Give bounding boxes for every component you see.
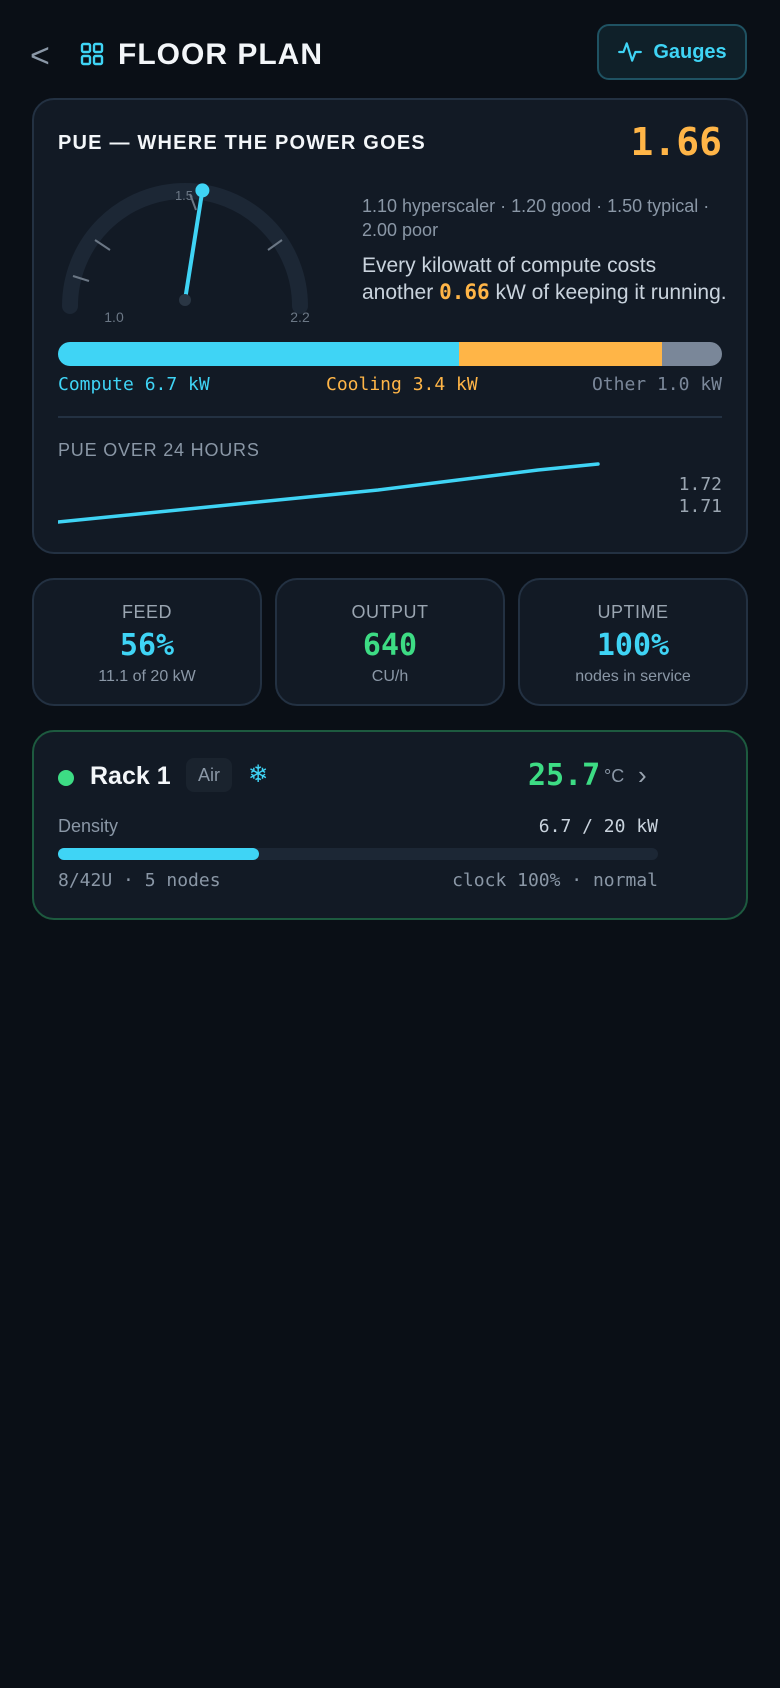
compute-label: Compute 6.7 kW [58, 374, 210, 395]
rack-clock-status: clock 100% · normal [452, 870, 658, 891]
pue-gauge: 1.5 1.0 2.2 [62, 183, 310, 325]
gauge-tick [267, 239, 283, 251]
rack-capacity: 8/42U · 5 nodes [58, 870, 221, 891]
desc-post: kW of keeping it running. [489, 281, 727, 304]
activity-icon [618, 42, 643, 62]
stat-value: 640 [362, 628, 418, 663]
pue-value: 1.66 [630, 120, 722, 164]
density-label: Density [58, 816, 119, 836]
pue-description: Every kilowatt of compute costs another … [362, 252, 732, 306]
density-value: 6.7 / 20 kW [538, 816, 658, 837]
pue-card: PUE — WHERE THE POWER GOES 1.66 1.5 1.0 … [32, 98, 748, 554]
rack-card[interactable]: Rack 1 Air ❄ 25.7 °C › Density 6.7 / 20 … [32, 730, 748, 920]
top-bar: < FLOOR PLAN Gauges [0, 0, 780, 100]
chevron-right-icon[interactable]: › [638, 760, 647, 790]
density-bar-fill [58, 848, 259, 860]
density-bar [58, 848, 658, 860]
divider [58, 416, 722, 418]
other-label: Other 1.0 kW [591, 374, 722, 395]
gauge-needle-tip [195, 183, 210, 198]
gauge-tick [94, 239, 111, 251]
power-split-bar [58, 342, 722, 366]
gauges-button[interactable]: Gauges [597, 24, 747, 80]
stat-sub: nodes in service [575, 668, 691, 685]
stat-uptime[interactable]: UPTIME 100% nodes in service [518, 578, 748, 706]
cooling-segment [458, 342, 663, 366]
stat-label: FEED [121, 602, 172, 622]
trend-series [58, 462, 600, 524]
gauge-tick [189, 193, 197, 211]
pue-reference-scale: 1.10 hyperscaler · 1.20 good · 1.50 typi… [362, 196, 710, 240]
back-button[interactable]: < [30, 37, 50, 75]
status-dot [58, 770, 74, 786]
trend-max-label: 1.72 [678, 474, 722, 495]
stat-feed[interactable]: FEED 56% 11.1 of 20 kW [32, 578, 262, 706]
stat-label: OUTPUT [351, 602, 429, 622]
page-title: FLOOR PLAN [118, 38, 323, 71]
stat-label: UPTIME [597, 602, 669, 622]
gauge-needle [183, 188, 205, 302]
rack-name: Rack 1 [90, 762, 171, 790]
snowflake-icon: ❄ [248, 761, 269, 788]
cooling-label: Cooling 3.4 kW [326, 374, 478, 395]
desc-highlight: 0.66 [439, 280, 490, 304]
other-segment [662, 342, 722, 366]
gauge-tick [72, 275, 90, 282]
desc-pre: Every kilowatt of compute costs another [362, 254, 657, 304]
stat-sub: CU/h [371, 668, 409, 685]
compute-segment [58, 342, 459, 366]
gauge-tick-label: 1.5 [175, 188, 193, 203]
stat-output[interactable]: OUTPUT 640 CU/h [275, 578, 505, 706]
stat-sub: 11.1 of 20 kW [98, 668, 196, 685]
temperature-unit: °C [604, 766, 625, 786]
stat-value: 56% [119, 628, 175, 663]
pue-trend-line [58, 462, 600, 524]
rack-temperature: 25.7 [528, 758, 601, 793]
grid-icon [80, 42, 104, 66]
stat-value: 100% [596, 628, 670, 663]
trend-min-label: 1.71 [678, 496, 722, 517]
trend-title: PUE OVER 24 HOURS [58, 440, 260, 460]
cooling-type-badge: Air [186, 758, 232, 792]
gauge-arc [62, 183, 308, 314]
pue-card-title: PUE — WHERE THE POWER GOES [58, 132, 426, 154]
gauge-hub [179, 294, 191, 306]
gauge-max-label: 2.2 [290, 309, 310, 325]
gauges-button-label: Gauges [653, 40, 727, 63]
gauge-min-label: 1.0 [104, 309, 124, 325]
